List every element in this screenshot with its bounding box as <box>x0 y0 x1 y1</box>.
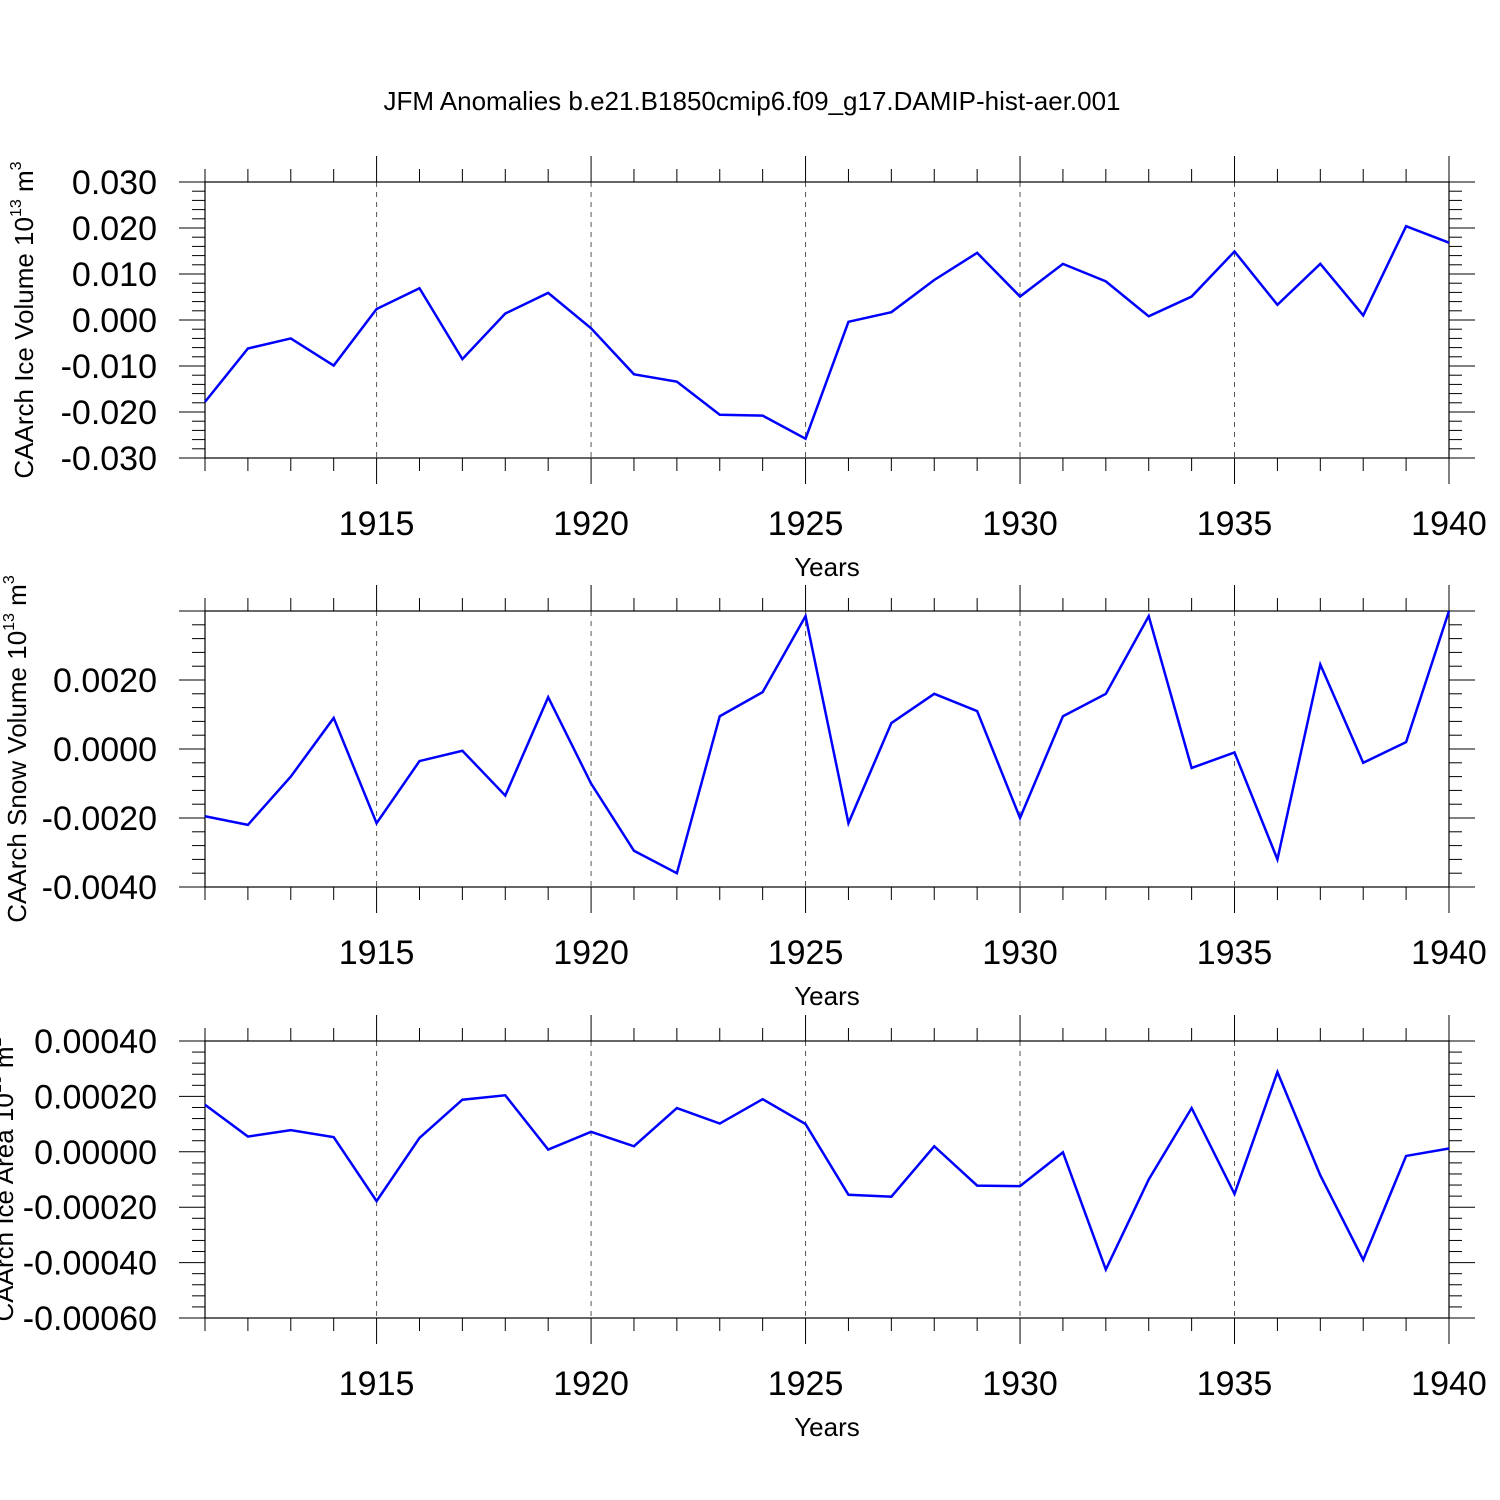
y-tick-label: 0.0000 <box>53 731 157 769</box>
y-tick-label: -0.00040 <box>23 1245 157 1283</box>
x-tick-label: 1940 <box>1411 1365 1487 1403</box>
x-tick-label: 1940 <box>1411 934 1487 972</box>
series-line <box>204 224 1450 441</box>
y-axis-label-text: m <box>2 584 32 606</box>
y-tick-label: -0.010 <box>61 348 157 386</box>
series-line <box>204 610 1451 876</box>
x-tick-label: 1920 <box>553 934 629 972</box>
y-axis-label: CAArch Ice Volume 1013 m3 <box>0 161 39 478</box>
x-axis-label: Years <box>794 1412 860 1442</box>
x-tick-label: 1930 <box>982 934 1058 972</box>
x-tick-label: 1930 <box>982 505 1058 543</box>
x-tick-label: 1915 <box>339 1365 415 1403</box>
y-tick-label: 0.010 <box>72 256 157 294</box>
x-tick-label: 1920 <box>553 1365 629 1403</box>
x-tick-label: 1925 <box>768 934 844 972</box>
y-axis-label: CAArch Ice Area 1013 m2 <box>0 1037 19 1321</box>
y-tick-label: 0.00020 <box>34 1078 157 1116</box>
x-tick-label: 1930 <box>982 1365 1058 1403</box>
y-tick-label: -0.0040 <box>42 869 157 907</box>
y-axis-label-text: CAArch Ice Area 10 <box>0 1093 19 1321</box>
plot-frame <box>204 181 1450 459</box>
x-tick-label: 1915 <box>339 934 415 972</box>
y-tick-label: 0.030 <box>72 164 157 202</box>
y-tick-label: -0.00060 <box>23 1300 157 1338</box>
x-tick-label: 1935 <box>1197 1365 1273 1403</box>
y-tick-label: 0.000 <box>72 302 157 340</box>
x-tick-label: 1940 <box>1411 505 1487 543</box>
x-tick-label: 1935 <box>1197 934 1273 972</box>
panels: 1915 1920 1925 1930 1935 1940 Years -0.030 -0.02… <box>0 156 1487 1442</box>
panel-3: 1915 1920 1925 1930 1935 1940 Years -0.00060 -0.… <box>0 1015 1487 1442</box>
x-tick-label: 1935 <box>1197 505 1273 543</box>
x-tick-label: 1915 <box>339 505 415 543</box>
x-axis-label: Years <box>794 981 860 1011</box>
y-axis-label-text: m <box>0 1046 19 1068</box>
y-axis-label-superscript: 13 <box>8 199 25 217</box>
y-axis-label-text: CAArch Snow Volume 10 <box>2 631 32 923</box>
series-line <box>204 1068 1450 1273</box>
y-axis-label: CAArch Snow Volume 1013 m3 <box>0 575 32 923</box>
panel-2: 1915 1920 1925 1930 1935 1940 Years -0.0040 -0.0… <box>0 575 1487 1011</box>
y-tick-label: 0.0020 <box>53 662 157 700</box>
x-tick-label: 1925 <box>768 1365 844 1403</box>
plot-frame <box>204 610 1450 888</box>
figure-title: JFM Anomalies b.e21.B1850cmip6.f09_g17.D… <box>383 86 1120 116</box>
y-tick-label: -0.020 <box>61 394 157 432</box>
x-tick-label: 1925 <box>768 505 844 543</box>
y-tick-label: -0.030 <box>61 440 157 478</box>
x-axis-label: Years <box>794 552 860 582</box>
panel-1: 1915 1920 1925 1930 1935 1940 Years -0.030 -0.02… <box>0 156 1487 582</box>
y-tick-label: 0.00040 <box>34 1023 157 1061</box>
y-axis-label-superscript: 2 <box>0 1037 5 1046</box>
y-tick-label: 0.020 <box>72 210 157 248</box>
y-axis-label-text: m <box>9 170 39 192</box>
y-tick-label: -0.00020 <box>23 1189 157 1227</box>
y-tick-label: -0.0020 <box>42 800 157 838</box>
x-tick-label: 1920 <box>553 505 629 543</box>
y-axis-label-superscript: 3 <box>8 161 25 170</box>
y-tick-label: 0.00000 <box>34 1134 157 1172</box>
plot-frame <box>204 1040 1450 1319</box>
y-axis-label-text: CAArch Ice Volume 10 <box>9 217 39 479</box>
y-axis-label-superscript: 13 <box>0 1075 5 1093</box>
y-axis-label-superscript: 3 <box>1 575 18 584</box>
y-axis-label-superscript: 13 <box>1 613 18 631</box>
